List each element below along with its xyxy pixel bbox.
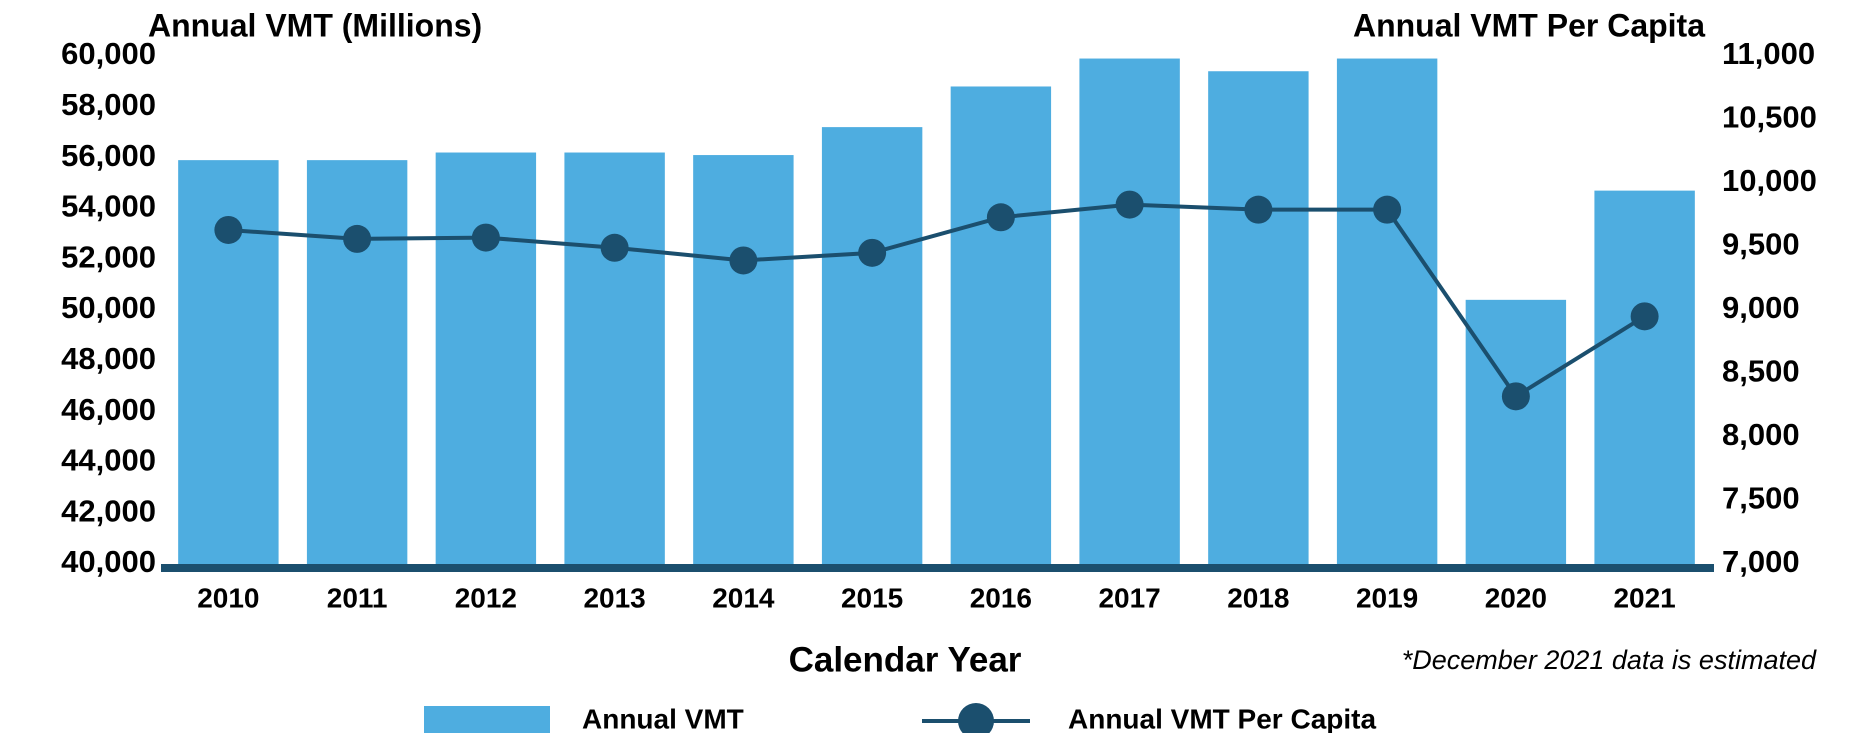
line [228, 202, 1646, 400]
bar [950, 86, 1052, 564]
legend-label: Annual VMT [582, 703, 744, 733]
y-tick-label: 48,000 [61, 341, 156, 376]
y2-tick-label: 7,000 [1722, 544, 1800, 579]
y-tick-label: 50,000 [61, 290, 156, 325]
y-tick-label: 44,000 [61, 443, 156, 478]
bar [821, 127, 923, 565]
y2-title: Annual VMT Per Capita [1353, 7, 1705, 43]
line-point [600, 233, 629, 262]
x-tick-label: 2011 [327, 582, 388, 613]
x-axis-title: Calendar Year [789, 640, 1022, 679]
annotation: *December 2021 data is estimated [1402, 645, 1817, 675]
x-tick-label: 2010 [197, 582, 259, 613]
line-point [1115, 190, 1144, 219]
x-tick-label: 2014 [712, 582, 775, 613]
line-point [986, 203, 1015, 232]
line-point [214, 215, 243, 244]
y2-tick-label: 7,500 [1722, 481, 1800, 516]
y-tick-label: 56,000 [61, 138, 156, 173]
legend-swatch [424, 706, 550, 733]
x-tick-label: 2018 [1227, 582, 1289, 613]
x-tick-label: 2017 [1098, 582, 1160, 613]
x-tick-label: 2020 [1485, 582, 1547, 613]
legend-swatch [958, 703, 994, 733]
line-point [1244, 195, 1273, 224]
bar [1208, 71, 1309, 565]
y-tick-label: 52,000 [61, 239, 156, 274]
x-tick-label: 2015 [841, 582, 903, 613]
bar [306, 160, 408, 564]
x-tick-label: 2016 [970, 582, 1032, 613]
y2-tick-label: 11,000 [1722, 36, 1815, 71]
line-point [729, 246, 758, 275]
y2-tick-label: 9,000 [1722, 290, 1800, 325]
y-tick-label: 40,000 [61, 544, 156, 579]
bar [1465, 299, 1567, 564]
chart-title: Annual VMT (Millions) [148, 7, 482, 43]
line-point [1501, 382, 1530, 411]
y2-tick-label: 10,500 [1722, 100, 1817, 135]
bar [435, 152, 537, 564]
x-tick-label: 2021 [1613, 582, 1675, 613]
y-tick-label: 42,000 [61, 493, 156, 528]
x-tick-label: 2013 [583, 582, 645, 613]
y-tick-label: 54,000 [61, 189, 156, 224]
legend-label: Annual VMT Per Capita [1068, 703, 1376, 733]
line-point [343, 224, 372, 253]
bar [693, 155, 794, 564]
bar [564, 152, 665, 564]
line-point [471, 223, 500, 252]
y-tick-label: 58,000 [61, 87, 156, 122]
x-tick-label: 2019 [1356, 582, 1418, 613]
bar [1594, 190, 1695, 564]
y2-tick-label: 8,500 [1722, 354, 1800, 389]
y2-tick-label: 9,500 [1722, 227, 1800, 262]
bar [1336, 58, 1438, 564]
y-tick-label: 46,000 [61, 392, 156, 427]
line-point [1630, 302, 1659, 331]
bar [1079, 58, 1180, 564]
line-point [1373, 195, 1402, 224]
x-tick-label: 2012 [455, 582, 517, 613]
line-point [858, 238, 887, 267]
y2-tick-label: 10,000 [1722, 163, 1817, 198]
y2-tick-label: 8,000 [1722, 417, 1800, 452]
y-tick-label: 60,000 [61, 36, 156, 71]
